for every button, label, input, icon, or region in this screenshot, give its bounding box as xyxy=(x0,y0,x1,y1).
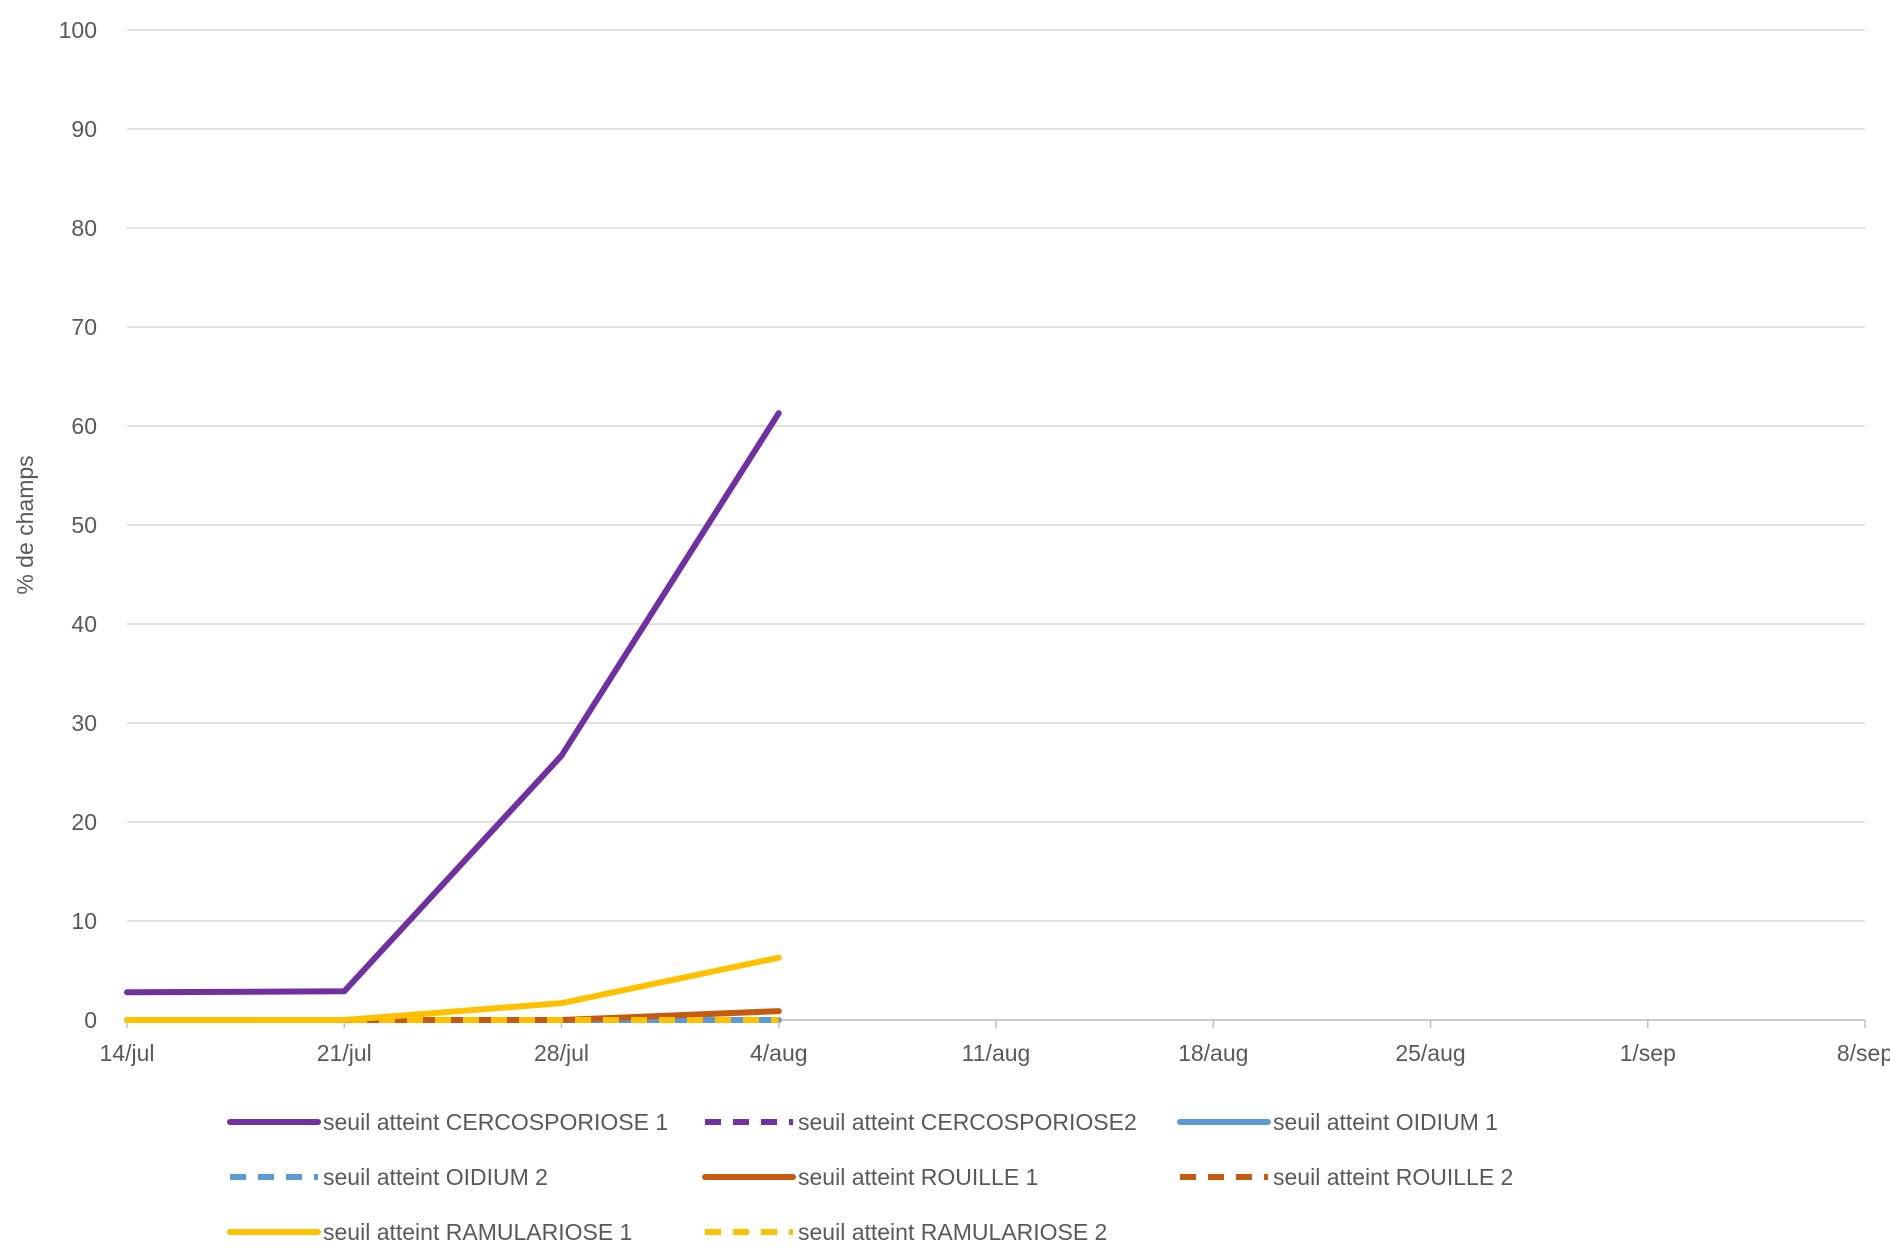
x-tick-label: 25/aug xyxy=(1395,1040,1465,1066)
y-tick-label: 30 xyxy=(71,710,97,736)
legend-item: seuil atteint RAMULARIOSE 2 xyxy=(705,1219,1107,1245)
x-tick-label: 14/jul xyxy=(100,1040,155,1066)
y-axis: 0 10 20 30 40 50 60 70 80 90 100 xyxy=(59,17,97,1033)
y-tick-label: 70 xyxy=(71,314,97,340)
legend-item: seuil atteint ROUILLE 1 xyxy=(702,1164,1038,1190)
legend-label: seuil atteint CERCOSPORIOSE 1 xyxy=(323,1109,668,1135)
legend-item: seuil atteint CERCOSPORIOSE2 xyxy=(705,1109,1137,1135)
y-tick-label: 100 xyxy=(59,17,97,43)
legend-item: seuil atteint ROUILLE 2 xyxy=(1180,1164,1513,1190)
x-tick-label: 28/jul xyxy=(534,1040,589,1066)
legend-item: seuil atteint OIDIUM 2 xyxy=(230,1164,548,1190)
legend-item: seuil atteint OIDIUM 1 xyxy=(1177,1109,1498,1135)
series-lines xyxy=(124,410,782,1023)
y-tick-label: 0 xyxy=(84,1007,97,1033)
y-tick-label: 50 xyxy=(71,512,97,538)
x-tick-label: 11/aug xyxy=(962,1040,1031,1066)
y-axis-title: % de champs xyxy=(12,455,38,594)
legend-label: seuil atteint RAMULARIOSE 2 xyxy=(798,1219,1107,1245)
legend-label: seuil atteint CERCOSPORIOSE2 xyxy=(798,1109,1137,1135)
legend: seuil atteint CERCOSPORIOSE 1 seuil attei… xyxy=(227,1109,1513,1245)
x-tick-label: 18/aug xyxy=(1178,1040,1248,1066)
y-tick-label: 90 xyxy=(71,116,97,142)
x-tick-label: 8/sep xyxy=(1837,1040,1890,1066)
y-tick-label: 60 xyxy=(71,413,97,439)
x-tick-label: 1/sep xyxy=(1620,1040,1676,1066)
legend-item: seuil atteint CERCOSPORIOSE 1 xyxy=(227,1109,668,1135)
legend-label: seuil atteint ROUILLE 1 xyxy=(798,1164,1038,1190)
x-axis: 14/jul 21/jul 28/jul 4/aug 11/aug 18/aug 25/au… xyxy=(100,1019,1890,1066)
series-line xyxy=(124,410,782,996)
legend-label: seuil atteint ROUILLE 2 xyxy=(1273,1164,1513,1190)
x-tick-label: 21/jul xyxy=(317,1040,372,1066)
x-tick-label: 4/aug xyxy=(750,1040,808,1066)
legend-label: seuil atteint OIDIUM 1 xyxy=(1273,1109,1498,1135)
y-tick-label: 40 xyxy=(71,611,97,637)
gridlines xyxy=(127,29,1865,1021)
y-tick-label: 20 xyxy=(71,809,97,835)
y-tick-label: 80 xyxy=(71,215,97,241)
legend-label: seuil atteint RAMULARIOSE 1 xyxy=(323,1219,632,1245)
legend-item: seuil atteint RAMULARIOSE 1 xyxy=(227,1219,632,1245)
series-line xyxy=(124,954,782,1023)
y-tick-label: 10 xyxy=(71,908,97,934)
legend-label: seuil atteint OIDIUM 2 xyxy=(323,1164,548,1190)
